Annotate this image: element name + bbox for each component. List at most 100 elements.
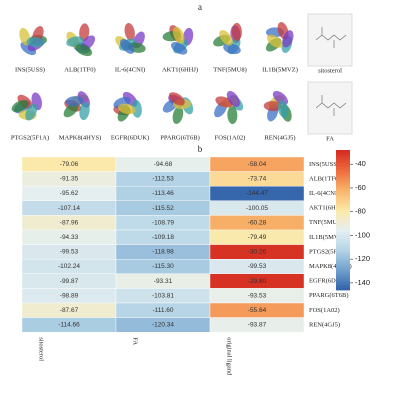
colorbar-step <box>336 180 350 184</box>
cell-label: -98.89 <box>60 292 79 299</box>
protein-structure <box>65 96 84 107</box>
colorbar-step <box>336 161 350 165</box>
row-label: PTGS2(5F1A) <box>309 248 347 255</box>
column-label: sitosterol <box>38 337 45 361</box>
row-label: FOS(1A02) <box>309 307 340 314</box>
cell-label: -102.24 <box>58 263 80 270</box>
structure-label: ALB(1TF0) <box>64 66 95 73</box>
protein-structure <box>124 23 135 41</box>
panel-letter: b <box>198 144 203 154</box>
row-label: EGFR(6DUK) <box>309 278 347 285</box>
colorbar-step <box>336 248 350 251</box>
colorbar-step <box>336 201 350 205</box>
column-label: FA <box>132 337 139 345</box>
colorbar-step <box>336 175 350 179</box>
protein-structure <box>26 37 45 48</box>
cell-label: -95.62 <box>60 190 79 197</box>
colorbar-step <box>336 283 350 286</box>
structure-label: AKT1(6HHJ) <box>162 66 198 73</box>
structure-label: IL1B(5MVZ) <box>262 66 298 73</box>
colorbar-tick-label: -140 <box>355 278 370 287</box>
structure-label: REN(4GJ5) <box>264 134 295 141</box>
colorbar-step <box>336 224 350 228</box>
colorbar-step <box>336 236 350 240</box>
cell-label: -144.47 <box>246 190 268 197</box>
protein-structure <box>263 101 282 112</box>
colorbar-step <box>336 166 350 170</box>
cell-label: -99.87 <box>60 278 79 285</box>
protein-structure <box>131 99 142 118</box>
colorbar-step <box>336 157 350 160</box>
cell-label: -93.87 <box>248 322 267 329</box>
colorbar-step <box>336 192 350 195</box>
colorbar-step <box>336 262 350 265</box>
colorbar-tick-label: -80 <box>355 207 366 216</box>
colorbar-step <box>336 259 350 263</box>
row-label: AKT1(6HHJ) <box>309 205 345 212</box>
molecule-box <box>307 13 353 67</box>
protein-structure <box>120 38 135 54</box>
cell-label: -109.18 <box>152 234 174 241</box>
colorbar-step <box>336 250 350 254</box>
colorbar-step <box>336 264 350 268</box>
colorbar-step <box>336 173 350 177</box>
cell-label: -93.31 <box>154 278 173 285</box>
protein-structure <box>173 26 185 44</box>
row-label: ALB(1TF0) <box>309 175 340 182</box>
colorbar-step <box>336 257 350 261</box>
colorbar-step <box>336 199 350 202</box>
colorbar-step <box>336 194 350 198</box>
structure-label: IL-6(4CNI) <box>115 66 145 73</box>
structure-label: FA <box>326 135 334 142</box>
cell-label: -91.35 <box>60 176 79 183</box>
row-label: REN(4GJ5) <box>309 321 340 328</box>
protein-structure <box>118 103 136 115</box>
colorbar-step <box>336 154 350 158</box>
colorbar-step <box>336 271 350 275</box>
protein-structure <box>227 106 238 125</box>
cell-label: -113.46 <box>152 190 174 197</box>
colorbar-step <box>336 222 350 226</box>
colorbar-step <box>336 187 350 191</box>
cell-label: -115.52 <box>152 205 174 212</box>
colorbar-step <box>336 276 350 279</box>
protein-structure <box>168 92 185 106</box>
colorbar-step <box>336 285 350 289</box>
row-label: MAPK8(4HYS) <box>309 263 352 270</box>
protein-structure <box>170 41 188 55</box>
cell-label: -99.53 <box>60 249 79 256</box>
protein-structure <box>226 91 240 107</box>
protein-structure <box>75 44 93 57</box>
colorbar-tick-label: -40 <box>355 159 366 168</box>
protein-structure <box>223 43 241 55</box>
cell-label: -107.14 <box>58 205 80 212</box>
colorbar-step <box>336 164 350 167</box>
panel-letter: a <box>198 2 202 12</box>
colorbar-tick-label: -120 <box>355 254 370 263</box>
colorbar-step <box>336 287 350 291</box>
structure-label: MAPK8(4HYS) <box>59 134 102 141</box>
colorbar-step <box>336 189 350 193</box>
heatmap-cell <box>209 317 305 333</box>
colorbar-step <box>336 182 350 186</box>
colorbar-step <box>336 269 350 272</box>
row-label: PPARG(6T6B) <box>309 292 349 299</box>
colorbar-step <box>336 252 350 256</box>
protein-structure <box>277 100 289 118</box>
colorbar-step <box>336 255 350 258</box>
colorbar-step <box>336 171 350 174</box>
colorbar-step <box>336 213 350 216</box>
cell-label: -103.81 <box>152 292 174 299</box>
colorbar-step <box>336 206 350 209</box>
colorbar-step <box>336 152 350 156</box>
cell-label: -73.74 <box>248 176 267 183</box>
cell-label: -112.53 <box>152 176 174 183</box>
cell-label: -111.60 <box>152 307 173 314</box>
cell-label: -115.30 <box>152 263 174 270</box>
cell-label: -118.98 <box>152 249 174 256</box>
protein-structure <box>11 99 29 113</box>
protein-structure <box>282 30 294 48</box>
colorbar-step <box>336 178 350 181</box>
colorbar-step <box>336 196 350 200</box>
